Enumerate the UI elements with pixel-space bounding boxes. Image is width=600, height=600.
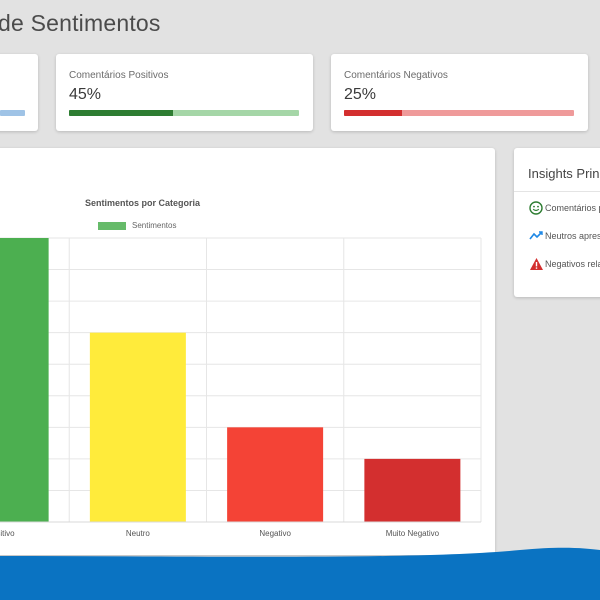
trend-icon: [528, 228, 544, 244]
bar-positivo[interactable]: [0, 238, 49, 522]
page-title: de Sentimentos: [0, 10, 161, 36]
insight-text: Comentários p: [545, 203, 600, 213]
smile-icon: [528, 200, 544, 216]
insight-text: Neutros apres: [545, 231, 600, 241]
progress-track: [69, 110, 299, 116]
x-tick-label: Muito Negativo: [385, 529, 440, 538]
legend-label: Sentimentos: [132, 221, 177, 230]
chart-card: Sentimentos por Categoria Sentimentos Po…: [0, 148, 495, 555]
insights-card: Insights Princ Comentários p Neutros: [514, 148, 600, 297]
legend-swatch: [98, 221, 126, 230]
sentiment-bar-chart: [0, 237, 482, 523]
chart-legend[interactable]: Sentimentos: [98, 221, 176, 230]
progress-track: [344, 110, 574, 116]
metric-card-positive: Comentários Positivos 45%: [56, 54, 313, 131]
footer-wave: [0, 547, 600, 600]
metric-progress-bar: [69, 110, 299, 116]
divider: [514, 191, 600, 192]
insight-item-neutral: Neutros apres: [528, 228, 600, 244]
metric-label: Comentários Positivos: [69, 70, 169, 81]
progress-fill: [344, 110, 402, 116]
metric-value: 25%: [344, 86, 377, 103]
insight-item-negative: Negativos rela: [528, 256, 600, 272]
x-tick-label: Neutro: [125, 529, 150, 538]
metric-progress-bar: [0, 110, 25, 116]
chart-title: Sentimentos por Categoria: [85, 198, 201, 208]
x-tick-label: Negativo: [259, 529, 291, 538]
x-tick-label: Positivo: [0, 529, 15, 538]
metric-progress-bar: [344, 110, 574, 116]
metric-card-partial: [0, 54, 38, 131]
bar-muito-negativo[interactable]: [364, 458, 461, 522]
insights-title: Insights Princ: [528, 166, 600, 181]
bar-negativo[interactable]: [227, 427, 324, 522]
insight-item-positive: Comentários p: [528, 200, 600, 216]
metric-value: 45%: [69, 86, 102, 103]
metric-label: Comentários Negativos: [344, 70, 448, 81]
progress-fill: [69, 110, 173, 116]
metric-card-negative: Comentários Negativos 25%: [331, 54, 588, 131]
insight-text: Negativos rela: [545, 259, 600, 269]
warning-icon: [528, 256, 544, 272]
bar-neutro[interactable]: [89, 332, 186, 522]
